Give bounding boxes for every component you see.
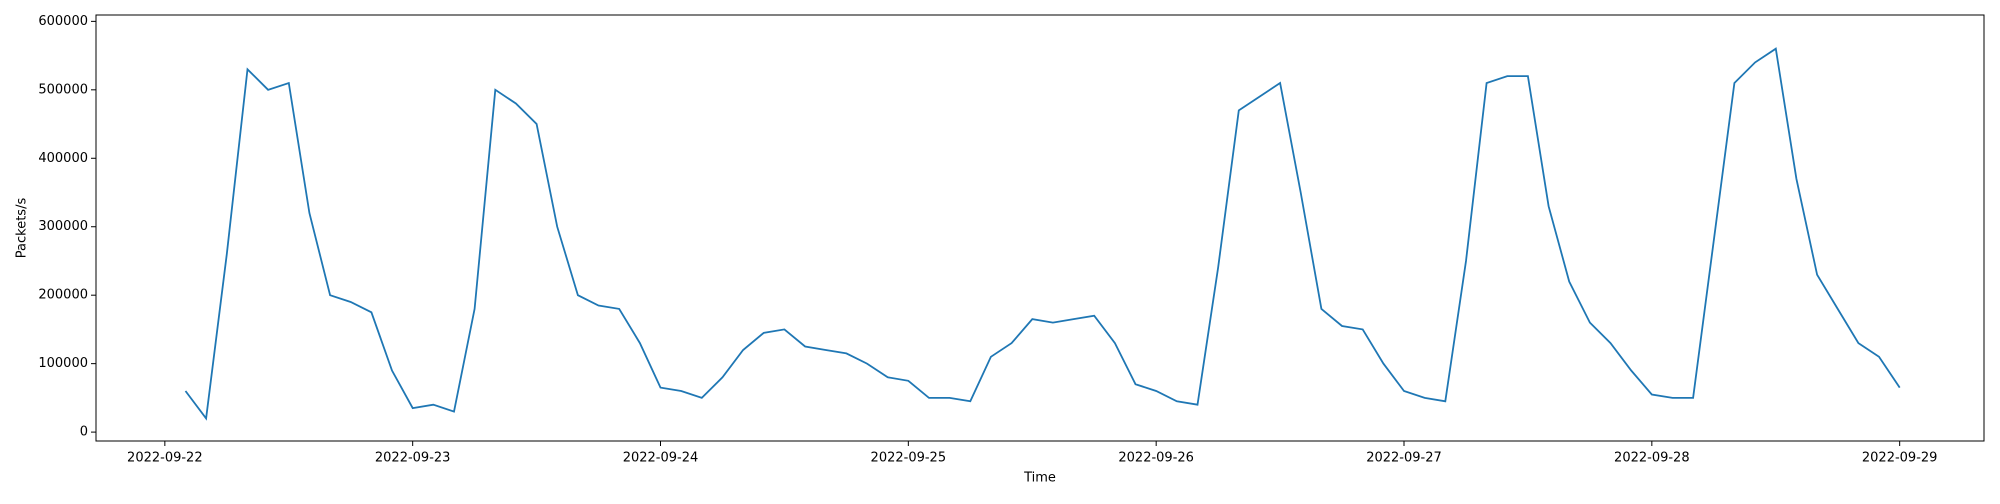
line	[184, 47, 1901, 421]
x-tick-label: 2022-09-23	[375, 451, 451, 466]
x-tick-label: 2022-09-29	[1862, 451, 1938, 466]
y-tick-label: 500000	[38, 82, 88, 97]
y-tick-label: 0	[80, 425, 88, 440]
x-tick-label: 2022-09-28	[1614, 451, 1690, 466]
x-tick-label: 2022-09-22	[127, 451, 203, 466]
y-tick-label: 100000	[38, 356, 88, 371]
x-tick-label: 2022-09-25	[871, 451, 947, 466]
y-tick-label: 400000	[38, 151, 88, 166]
y-tick-label: 300000	[38, 219, 88, 234]
y-axis-label: Packets/s	[15, 198, 30, 259]
x-tick-label: 2022-09-27	[1366, 451, 1442, 466]
x-tick-label: 2022-09-26	[1118, 451, 1194, 466]
y-tick-label: 600000	[38, 14, 88, 29]
y-tick-label: 200000	[38, 288, 88, 303]
x-tick-label: 2022-09-24	[623, 451, 699, 466]
x-axis-label: Time	[1023, 471, 1056, 486]
plot-frame	[95, 14, 1985, 442]
